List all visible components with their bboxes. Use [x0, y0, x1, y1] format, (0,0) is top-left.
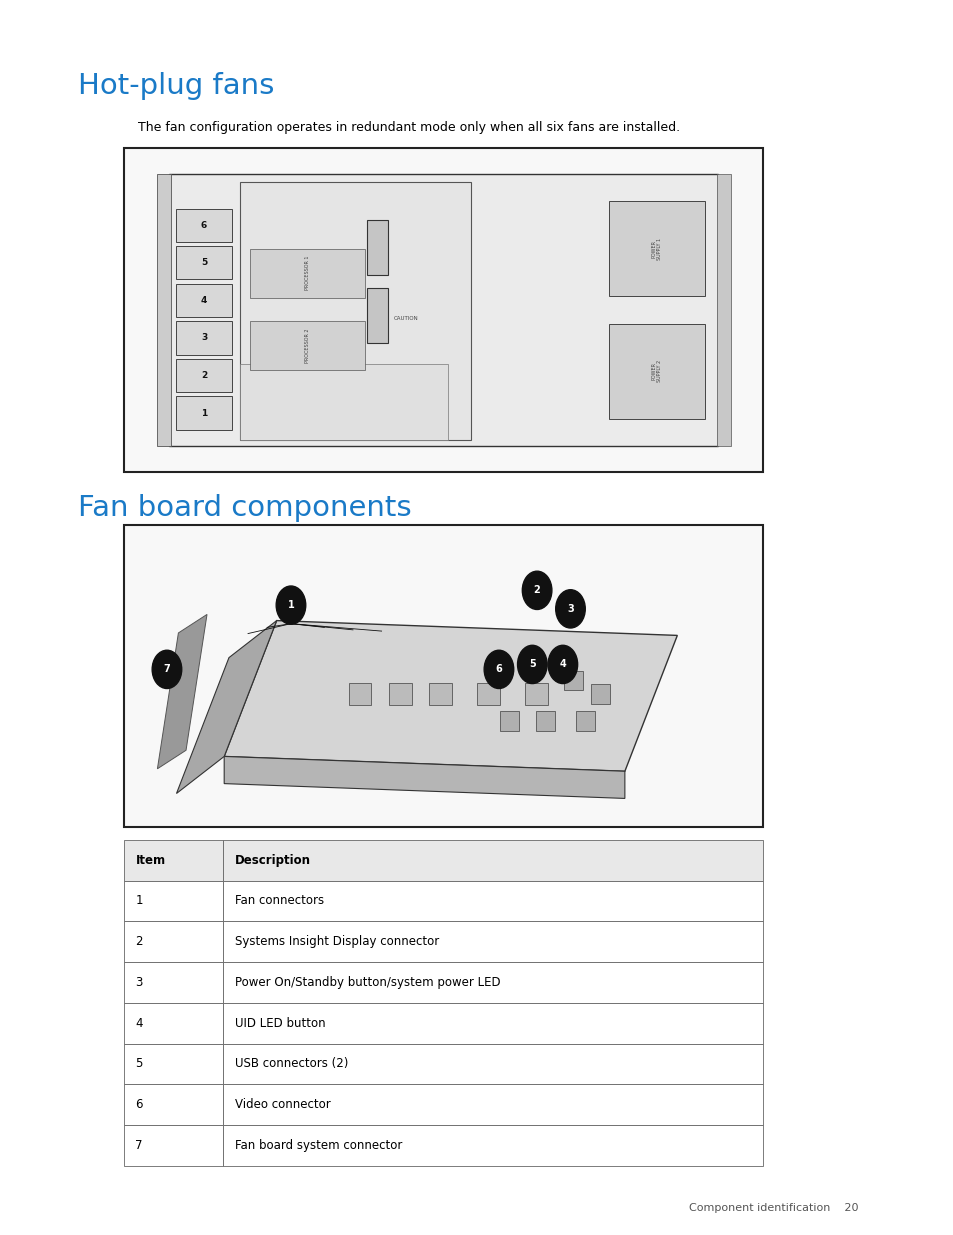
- FancyBboxPatch shape: [250, 321, 365, 369]
- Text: 4: 4: [201, 296, 207, 305]
- Circle shape: [521, 571, 551, 610]
- Circle shape: [517, 645, 547, 684]
- FancyBboxPatch shape: [176, 321, 232, 354]
- FancyBboxPatch shape: [240, 363, 448, 440]
- Text: POWER
SUPPLY 1: POWER SUPPLY 1: [651, 238, 661, 259]
- FancyBboxPatch shape: [223, 962, 762, 1003]
- Text: 7: 7: [163, 664, 171, 674]
- Text: Fan connectors: Fan connectors: [234, 894, 323, 908]
- Circle shape: [483, 650, 513, 689]
- Text: Video connector: Video connector: [234, 1098, 330, 1112]
- FancyBboxPatch shape: [608, 201, 704, 296]
- Text: 6: 6: [495, 664, 502, 674]
- Text: Component identification    20: Component identification 20: [688, 1203, 858, 1213]
- FancyBboxPatch shape: [716, 174, 730, 446]
- Text: 4: 4: [558, 659, 566, 669]
- FancyBboxPatch shape: [124, 148, 762, 472]
- Text: USB connectors (2): USB connectors (2): [234, 1057, 348, 1071]
- FancyBboxPatch shape: [124, 525, 762, 827]
- Circle shape: [555, 590, 585, 629]
- Circle shape: [276, 585, 305, 625]
- Text: 2: 2: [201, 370, 207, 380]
- FancyBboxPatch shape: [124, 962, 223, 1003]
- Circle shape: [152, 650, 181, 689]
- FancyBboxPatch shape: [176, 209, 232, 242]
- Polygon shape: [157, 615, 207, 768]
- FancyBboxPatch shape: [176, 246, 232, 279]
- FancyBboxPatch shape: [608, 324, 704, 419]
- Text: 1: 1: [201, 409, 207, 417]
- Text: Hot-plug fans: Hot-plug fans: [78, 72, 274, 100]
- FancyBboxPatch shape: [124, 1084, 223, 1125]
- Text: 1: 1: [287, 600, 294, 610]
- Text: 4: 4: [135, 1016, 143, 1030]
- Text: 3: 3: [566, 604, 574, 614]
- FancyBboxPatch shape: [223, 881, 762, 921]
- FancyBboxPatch shape: [367, 220, 388, 274]
- FancyBboxPatch shape: [223, 921, 762, 962]
- Text: 6: 6: [201, 221, 207, 230]
- Text: 5: 5: [201, 258, 207, 268]
- FancyBboxPatch shape: [367, 288, 388, 342]
- FancyBboxPatch shape: [124, 921, 223, 962]
- FancyBboxPatch shape: [223, 1003, 762, 1044]
- FancyBboxPatch shape: [223, 1084, 762, 1125]
- Text: 2: 2: [135, 935, 143, 948]
- Text: The fan configuration operates in redundant mode only when all six fans are inst: The fan configuration operates in redund…: [138, 121, 679, 135]
- FancyBboxPatch shape: [176, 396, 232, 430]
- Polygon shape: [224, 620, 677, 771]
- FancyBboxPatch shape: [124, 1003, 223, 1044]
- FancyBboxPatch shape: [157, 174, 171, 446]
- Text: 5: 5: [528, 659, 536, 669]
- FancyBboxPatch shape: [476, 683, 499, 705]
- FancyBboxPatch shape: [223, 1125, 762, 1166]
- Text: Description: Description: [234, 853, 311, 867]
- Text: PROCESSOR 2: PROCESSOR 2: [305, 329, 310, 363]
- Text: Power On/Standby button/system power LED: Power On/Standby button/system power LED: [234, 976, 499, 989]
- FancyBboxPatch shape: [250, 248, 365, 298]
- Text: POWER
SUPPLY 2: POWER SUPPLY 2: [651, 361, 661, 382]
- Text: UID LED button: UID LED button: [234, 1016, 325, 1030]
- FancyBboxPatch shape: [124, 840, 223, 881]
- FancyBboxPatch shape: [348, 683, 371, 705]
- FancyBboxPatch shape: [124, 1044, 223, 1084]
- Text: Fan board system connector: Fan board system connector: [234, 1139, 401, 1152]
- FancyBboxPatch shape: [124, 881, 223, 921]
- FancyBboxPatch shape: [176, 284, 232, 317]
- FancyBboxPatch shape: [169, 174, 718, 446]
- FancyBboxPatch shape: [223, 840, 762, 881]
- FancyBboxPatch shape: [536, 711, 555, 731]
- Text: CAUTION: CAUTION: [394, 316, 418, 321]
- Text: 3: 3: [201, 333, 207, 342]
- FancyBboxPatch shape: [576, 711, 595, 731]
- Text: 5: 5: [135, 1057, 143, 1071]
- Text: 2: 2: [533, 585, 540, 595]
- FancyBboxPatch shape: [223, 1044, 762, 1084]
- Text: 7: 7: [135, 1139, 143, 1152]
- Polygon shape: [176, 620, 276, 793]
- Text: 6: 6: [135, 1098, 143, 1112]
- FancyBboxPatch shape: [524, 683, 547, 705]
- Text: PROCESSOR 1: PROCESSOR 1: [305, 256, 310, 290]
- Circle shape: [547, 645, 577, 684]
- FancyBboxPatch shape: [388, 683, 411, 705]
- Text: 3: 3: [135, 976, 143, 989]
- Text: Fan board components: Fan board components: [78, 494, 412, 522]
- FancyBboxPatch shape: [590, 684, 609, 704]
- FancyBboxPatch shape: [499, 711, 518, 731]
- Text: Systems Insight Display connector: Systems Insight Display connector: [234, 935, 438, 948]
- FancyBboxPatch shape: [176, 359, 232, 391]
- FancyBboxPatch shape: [124, 1125, 223, 1166]
- FancyBboxPatch shape: [428, 683, 451, 705]
- Polygon shape: [224, 756, 624, 799]
- FancyBboxPatch shape: [563, 671, 582, 690]
- Text: 1: 1: [135, 894, 143, 908]
- Text: Item: Item: [135, 853, 166, 867]
- FancyBboxPatch shape: [240, 182, 471, 440]
